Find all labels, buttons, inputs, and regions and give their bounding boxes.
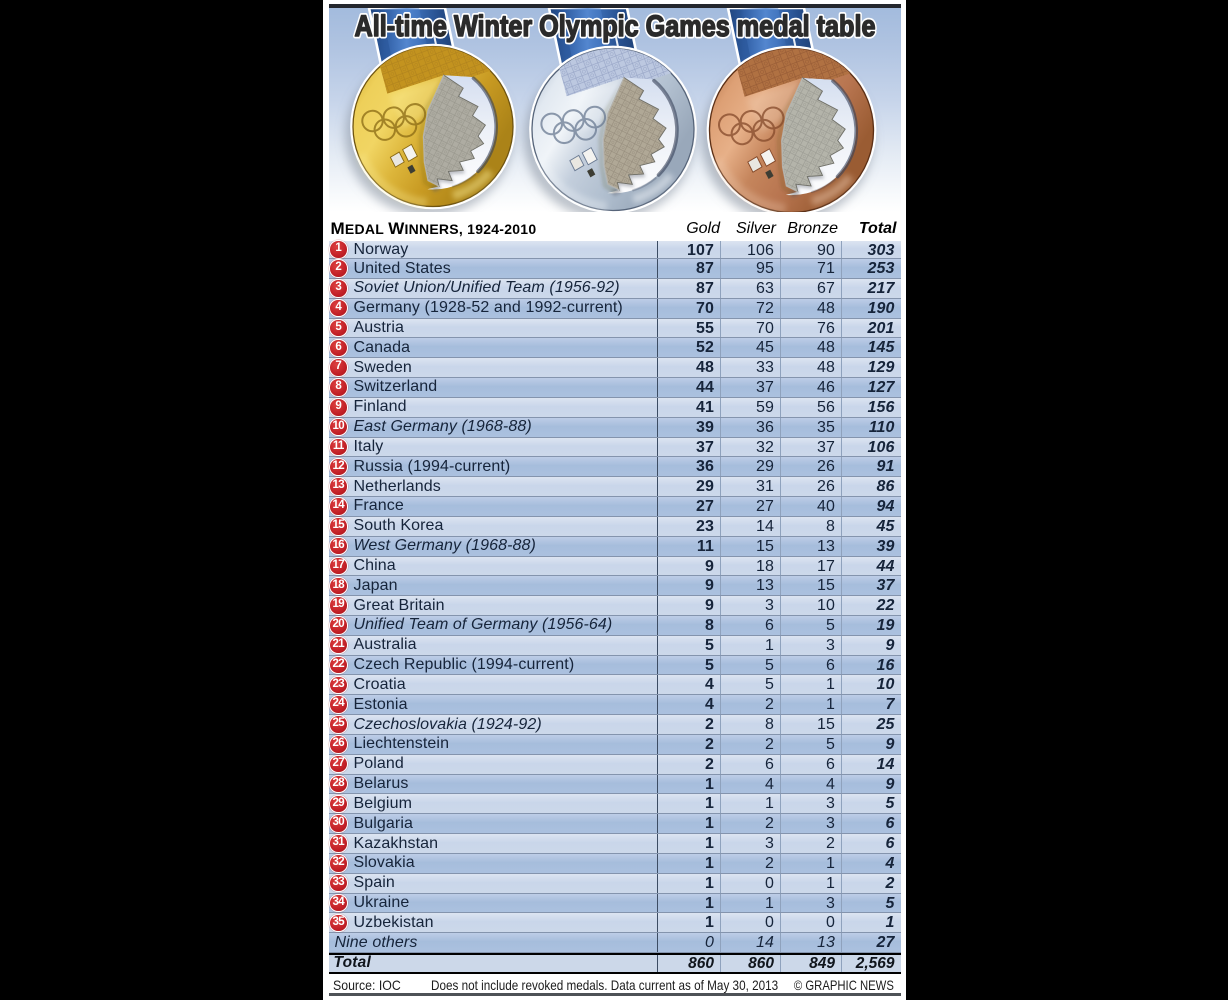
svg-text:All-time Winter Olympic Games: All-time Winter Olympic Games medal tabl… xyxy=(354,10,875,43)
svg-text:All-time Winter Olympic Games: All-time Winter Olympic Games medal tabl… xyxy=(354,10,875,43)
